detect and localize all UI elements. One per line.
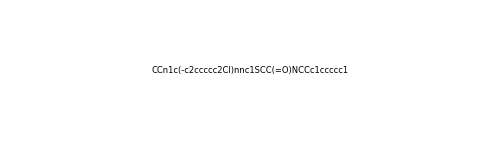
Text: CCn1c(-c2ccccc2Cl)nnc1SCC(=O)NCCc1ccccc1: CCn1c(-c2ccccc2Cl)nnc1SCC(=O)NCCc1ccccc1 (152, 66, 349, 75)
